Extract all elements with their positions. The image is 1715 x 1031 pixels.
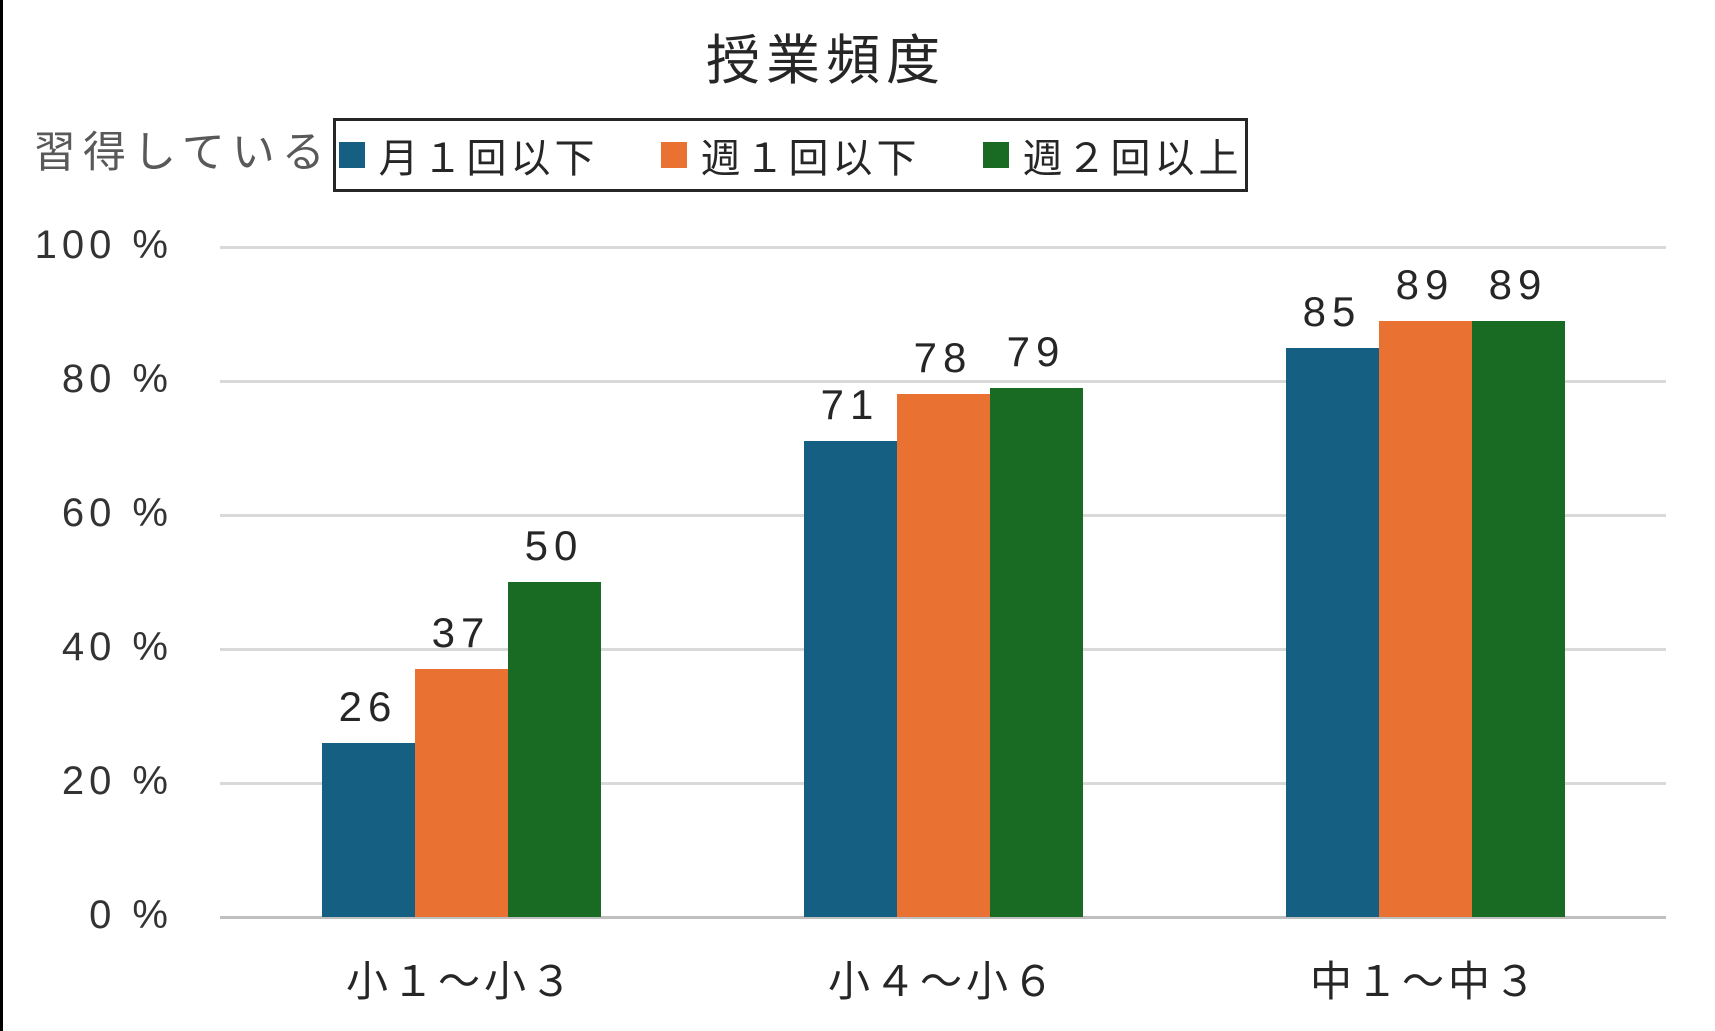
bar-data-label: 89 [1395, 260, 1455, 308]
bar-data-label: 89 [1488, 260, 1548, 308]
bar-週１回以下-小１～小３ [414, 669, 508, 917]
legend-swatch-icon [338, 142, 365, 168]
x-category-label: 中１～中３ [1309, 958, 1541, 1005]
bar-週１回以下-小４～小６ [896, 394, 990, 917]
bar-週２回以上-小１～小３ [507, 582, 601, 917]
legend-swatch-icon [660, 142, 687, 168]
bar-月１回以下-小１～小３ [321, 742, 415, 917]
legend-label: 週１回以下 [700, 137, 921, 181]
y-tick-label: 60 % [61, 491, 173, 535]
x-category-label: 小４～小６ [827, 958, 1059, 1005]
bar-data-label: 79 [1006, 327, 1066, 375]
bar-data-label: 71 [820, 381, 880, 429]
gridline [220, 379, 1666, 383]
y-tick-label: 0 % [89, 893, 173, 937]
bar-data-label: 85 [1302, 287, 1362, 335]
legend-item-series-2: 週１回以下 [660, 126, 921, 184]
bar-data-label: 78 [913, 334, 973, 382]
bar-週１回以下-中１～中３ [1378, 320, 1472, 917]
bar-data-label: 37 [431, 609, 491, 657]
bar-週２回以上-小４～小６ [989, 387, 1083, 917]
legend-item-series-3: 週２回以上 [982, 126, 1243, 184]
legend-swatch-icon [982, 142, 1009, 168]
legend-label: 月１回以下 [378, 137, 599, 181]
x-category-label: 小１～小３ [345, 958, 577, 1005]
y-tick-label: 40 % [61, 625, 173, 669]
y-tick-label: 80 % [61, 357, 173, 401]
chart-title: 授業頻度 [706, 31, 946, 91]
bar-data-label: 26 [338, 682, 398, 730]
bar-週２回以上-中１～中３ [1471, 320, 1565, 917]
legend-label: 週２回以上 [1022, 137, 1243, 181]
y-tick-label: 20 % [61, 759, 173, 803]
legend-item-series-1: 月１回以下 [338, 126, 599, 184]
bar-月１回以下-小４～小６ [803, 441, 897, 917]
bar-data-label: 50 [524, 522, 584, 569]
bar-月１回以下-中１～中３ [1285, 347, 1379, 917]
legend: 月１回以下 週１回以下 週２回以上 [333, 118, 1248, 192]
y-tick-label: 100 % [34, 223, 173, 267]
gridline [220, 245, 1666, 249]
y-axis-label: 習得している [33, 129, 332, 177]
x-axis-line [220, 915, 1666, 919]
